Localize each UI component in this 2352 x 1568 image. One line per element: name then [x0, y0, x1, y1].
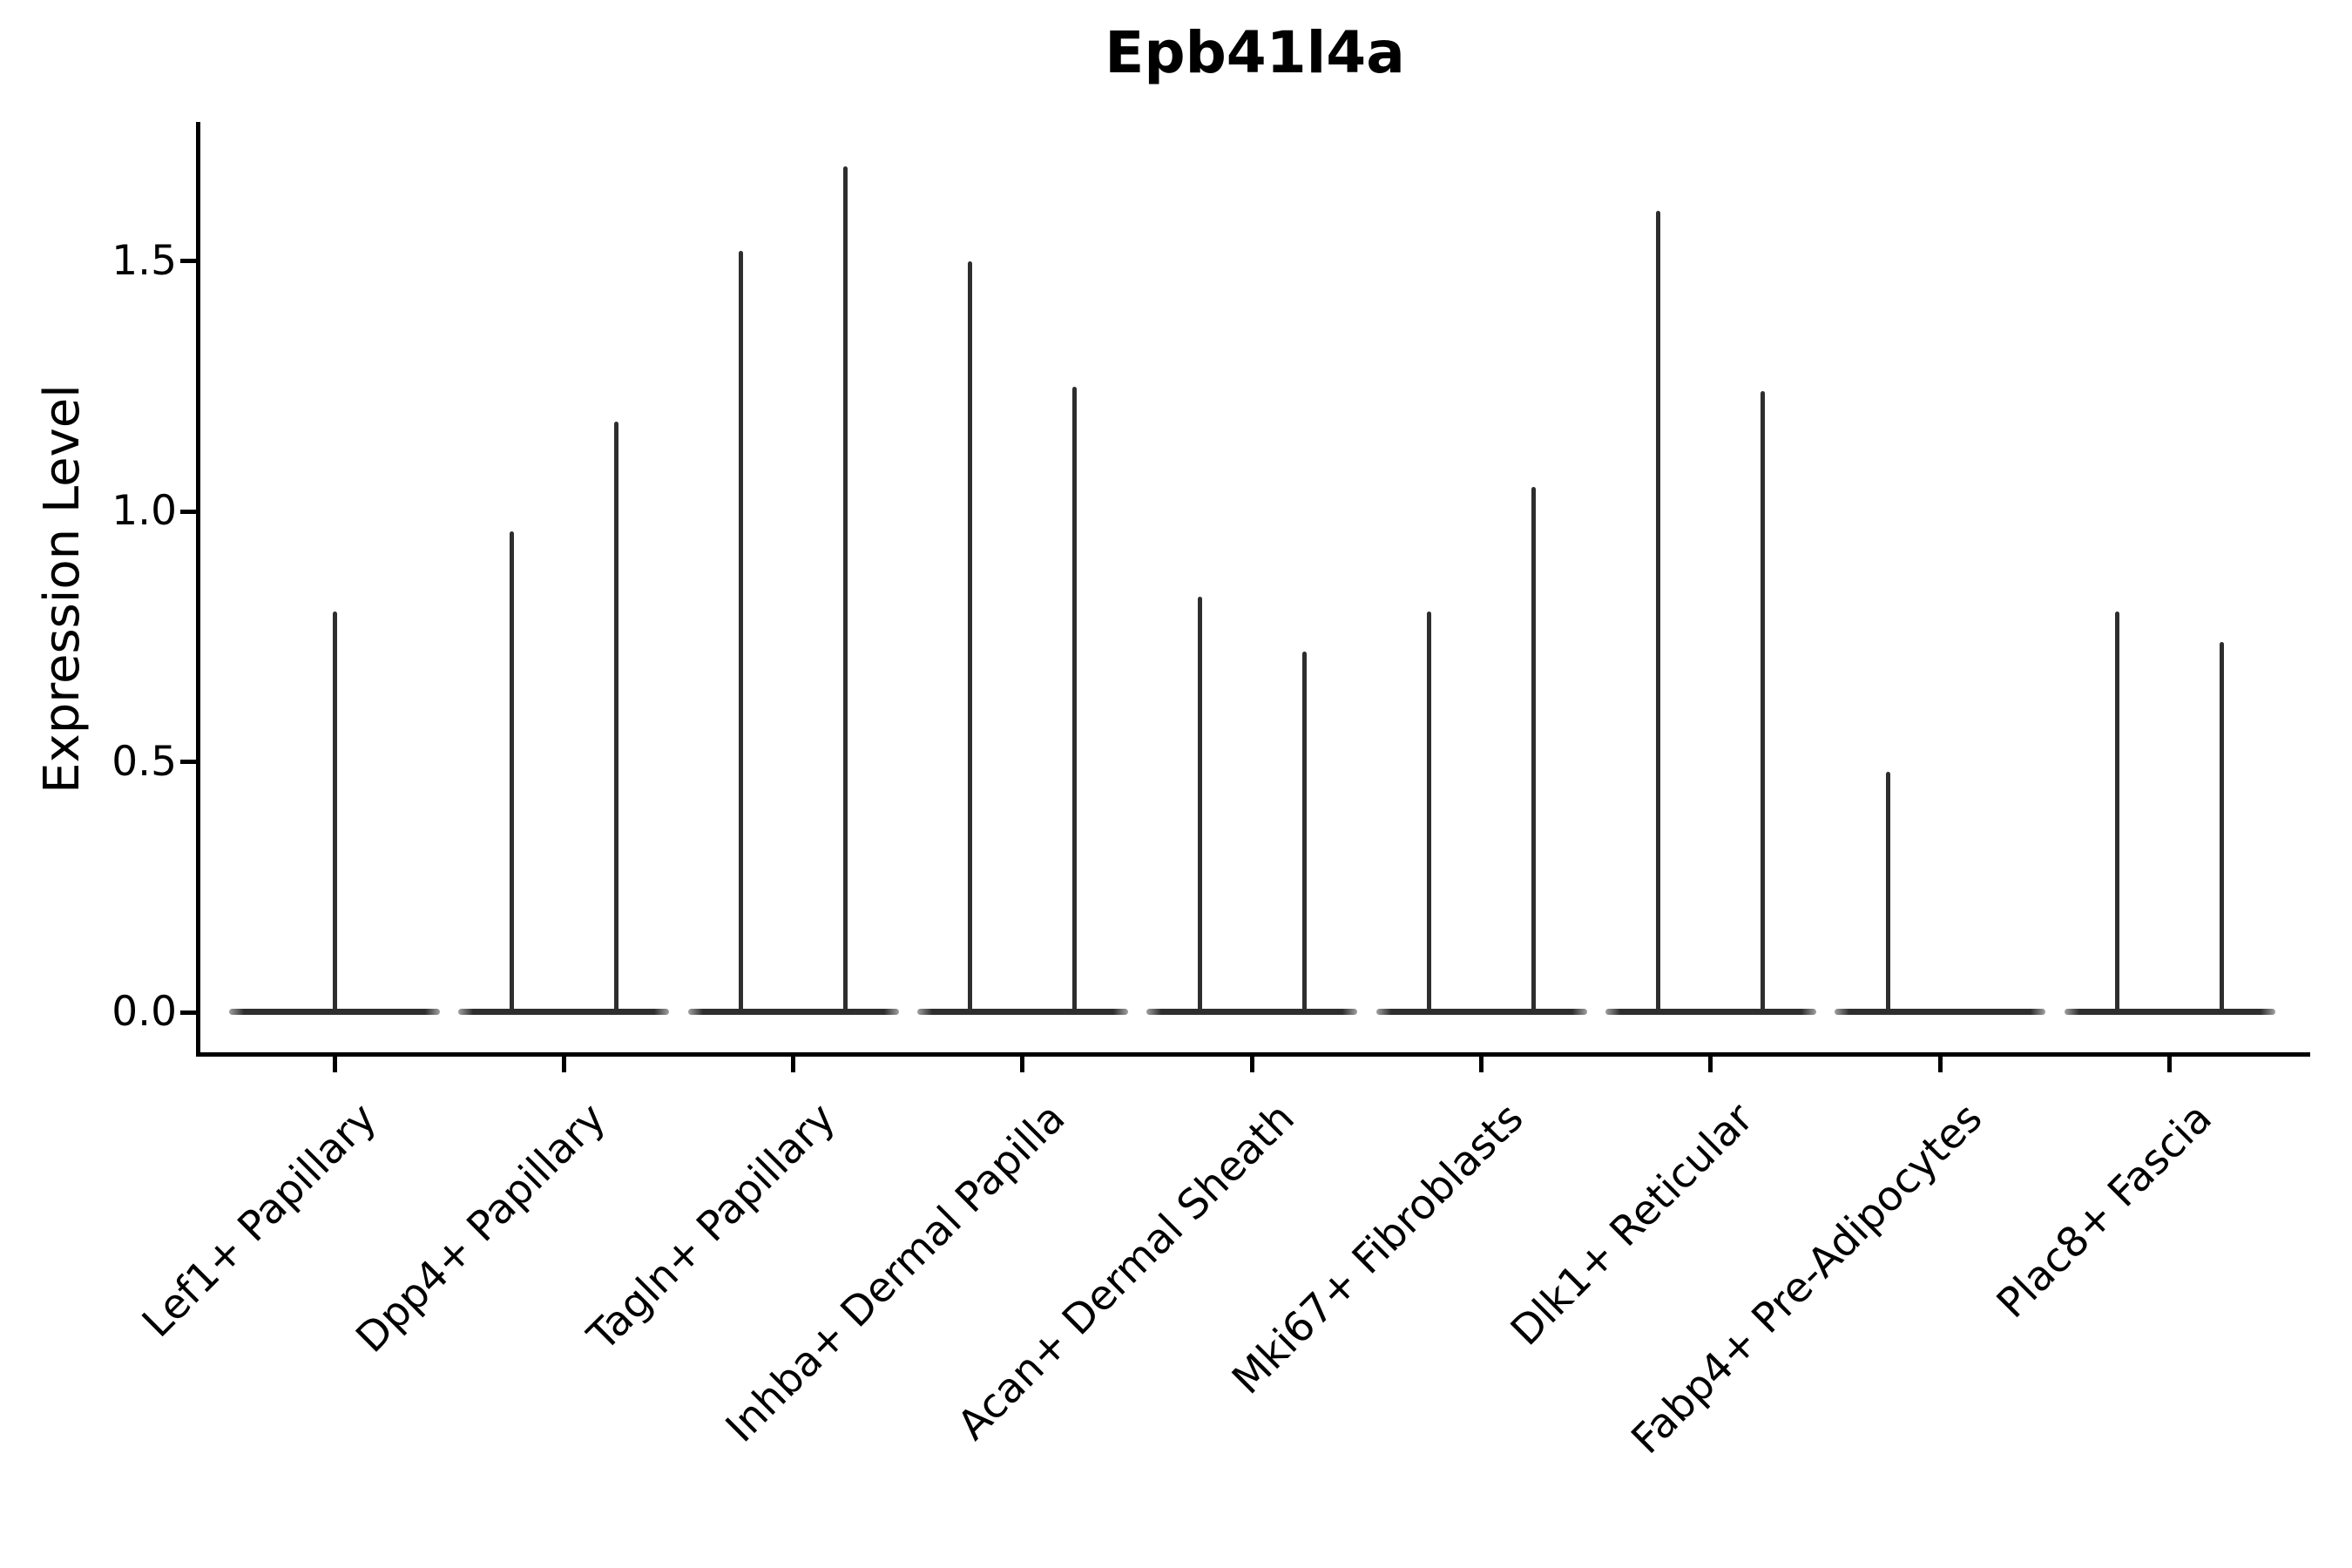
- violin-base: [1146, 1009, 1358, 1015]
- y-axis-line: [196, 122, 200, 1057]
- violin-spike: [1761, 391, 1766, 1015]
- violin-spike: [1197, 596, 1202, 1015]
- x-tick: [1249, 1057, 1254, 1072]
- violin-spike: [1885, 772, 1890, 1015]
- violin-base: [687, 1009, 899, 1015]
- y-tick: [180, 509, 196, 514]
- x-tick: [1708, 1057, 1713, 1072]
- x-tick: [1937, 1057, 1943, 1072]
- x-tick-label: Lef1+ Papillary: [132, 1094, 386, 1347]
- x-tick-label: Tagln+ Papillary: [578, 1094, 845, 1361]
- violin-spike: [509, 531, 514, 1015]
- violin-spike: [1656, 211, 1661, 1015]
- x-axis-line: [196, 1052, 2310, 1057]
- violin-base: [458, 1009, 670, 1015]
- x-tick: [2167, 1057, 2173, 1072]
- chart-title: Epb41l4a: [1105, 19, 1405, 86]
- x-tick-label: Plac8+ Fascia: [1987, 1094, 2221, 1328]
- y-tick-label: 1.0: [112, 487, 177, 536]
- x-tick-label: Dlk1+ Reticular: [1501, 1094, 1762, 1355]
- y-tick-label: 0.0: [112, 988, 177, 1036]
- violin-spike: [2115, 612, 2120, 1015]
- violin-spike: [968, 260, 973, 1015]
- y-tick-label: 0.5: [112, 737, 177, 786]
- y-tick: [180, 259, 196, 264]
- violin-base: [916, 1009, 1128, 1015]
- x-tick: [332, 1057, 337, 1072]
- x-tick: [791, 1057, 796, 1072]
- y-tick-label: 1.5: [112, 236, 177, 285]
- violin-spike: [1072, 386, 1078, 1015]
- violin-spike: [1531, 486, 1537, 1015]
- y-axis-label: Expression Level: [34, 384, 91, 794]
- violin-base: [1375, 1009, 1587, 1015]
- y-tick: [180, 1010, 196, 1015]
- x-tick: [1020, 1057, 1025, 1072]
- violin-spike: [332, 612, 337, 1015]
- violin-spike: [1427, 612, 1432, 1015]
- violin-spike: [843, 166, 848, 1015]
- x-tick: [1479, 1057, 1484, 1072]
- violin-spike: [613, 421, 618, 1015]
- violin-base: [1835, 1009, 2046, 1015]
- y-tick: [180, 760, 196, 765]
- violin-spike: [1301, 652, 1307, 1015]
- violin-spike: [739, 251, 744, 1015]
- violin-base: [2064, 1009, 2275, 1015]
- violin-base: [1605, 1009, 1816, 1015]
- x-tick-label: Dpp4+ Papillary: [347, 1094, 616, 1362]
- violin-spike: [2220, 641, 2225, 1015]
- x-tick: [561, 1057, 566, 1072]
